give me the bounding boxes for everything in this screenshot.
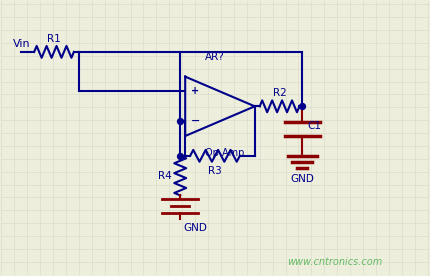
Text: GND: GND xyxy=(183,223,207,233)
Text: +: + xyxy=(191,86,199,97)
Text: GND: GND xyxy=(291,174,314,184)
Point xyxy=(299,104,306,108)
Text: C1: C1 xyxy=(307,121,321,131)
Text: R1: R1 xyxy=(47,34,61,44)
Text: R2: R2 xyxy=(273,88,286,99)
Text: Op Amp: Op Amp xyxy=(205,148,245,158)
Text: AR?: AR? xyxy=(205,52,225,62)
Text: R4: R4 xyxy=(158,171,172,181)
Point xyxy=(177,119,184,123)
Text: −: − xyxy=(190,116,200,126)
Text: R3: R3 xyxy=(208,166,222,176)
Text: Vin: Vin xyxy=(13,39,31,49)
Point xyxy=(177,154,184,158)
Text: www.cntronics.com: www.cntronics.com xyxy=(287,257,382,267)
